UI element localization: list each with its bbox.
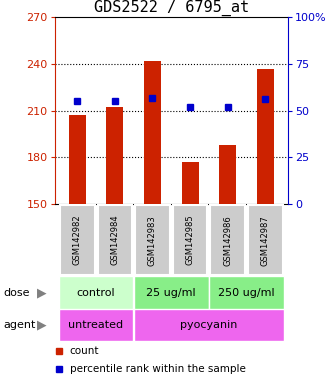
Bar	[134, 309, 284, 341]
FancyBboxPatch shape	[211, 205, 245, 275]
Bar	[106, 108, 123, 204]
FancyBboxPatch shape	[173, 205, 208, 275]
Text: GSM142986: GSM142986	[223, 215, 232, 266]
Text: untreated: untreated	[69, 320, 123, 330]
Text: dose: dose	[3, 288, 30, 298]
Bar	[59, 276, 133, 309]
Text: GSM142982: GSM142982	[73, 215, 82, 265]
Bar	[257, 69, 274, 204]
Text: 250 ug/ml: 250 ug/ml	[218, 288, 275, 298]
FancyBboxPatch shape	[135, 205, 170, 275]
Bar	[134, 276, 209, 309]
Text: GSM142984: GSM142984	[110, 215, 119, 265]
Text: count: count	[70, 346, 99, 356]
Bar	[59, 309, 133, 341]
FancyBboxPatch shape	[248, 205, 283, 275]
Bar	[209, 276, 284, 309]
Bar	[144, 61, 161, 204]
Text: agent: agent	[3, 320, 36, 330]
FancyBboxPatch shape	[98, 205, 132, 275]
Text: control: control	[77, 288, 115, 298]
Text: GSM142987: GSM142987	[261, 215, 270, 266]
Bar	[219, 145, 236, 204]
Text: ▶: ▶	[36, 286, 46, 299]
Text: ▶: ▶	[36, 318, 46, 331]
Title: GDS2522 / 6795_at: GDS2522 / 6795_at	[94, 0, 249, 16]
Bar	[182, 162, 199, 204]
FancyBboxPatch shape	[60, 205, 95, 275]
Text: 25 ug/ml: 25 ug/ml	[147, 288, 196, 298]
Text: GSM142985: GSM142985	[186, 215, 195, 265]
Text: pyocyanin: pyocyanin	[180, 320, 238, 330]
Text: percentile rank within the sample: percentile rank within the sample	[70, 364, 246, 374]
Text: GSM142983: GSM142983	[148, 215, 157, 266]
Bar	[69, 115, 86, 204]
